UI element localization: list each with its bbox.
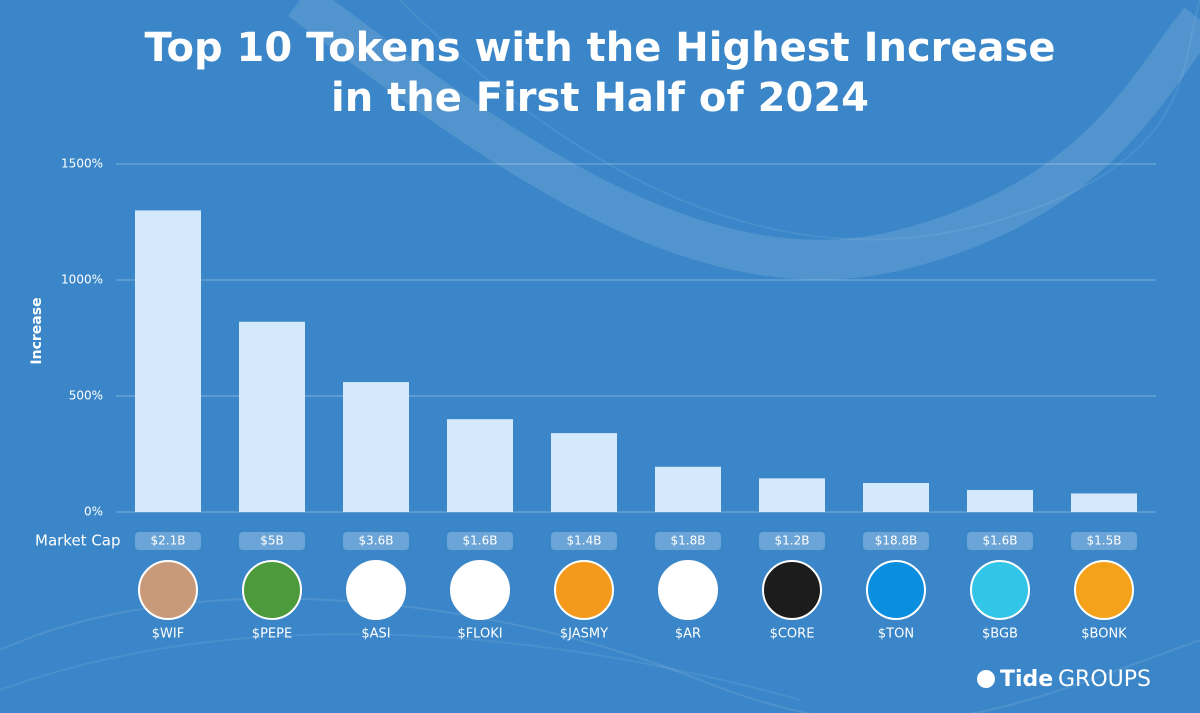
chart-title: Top 10 Tokens with the Highest Increase: [145, 25, 1056, 71]
market-cap: $1.4B: [567, 534, 602, 548]
bar: [655, 466, 721, 512]
x-tick-label: $BONK: [1081, 627, 1127, 642]
x-tick-label: $CORE: [770, 627, 815, 642]
market-cap: $5B: [260, 534, 284, 548]
brand-suffix: GROUPS: [1058, 667, 1151, 692]
y-axis-label: Increase: [29, 297, 45, 364]
market-cap: $1.6B: [983, 534, 1018, 548]
market-cap-pill: [447, 532, 513, 550]
bar: [239, 321, 305, 512]
bar: [343, 382, 409, 512]
market-cap: $3.6B: [359, 534, 394, 548]
token-icon: [346, 560, 406, 620]
y-tick-label: 1000%: [61, 273, 103, 287]
market-cap-pill: [551, 532, 617, 550]
market-cap-pill: [655, 532, 721, 550]
bar: [447, 419, 513, 512]
bar: [863, 483, 929, 512]
bar: [1071, 493, 1137, 512]
token-icon: [138, 560, 198, 620]
x-tick-label: $FLOKI: [457, 627, 502, 642]
market-cap: $1.8B: [671, 534, 706, 548]
market-cap-pill: [1071, 532, 1137, 550]
market-cap-pill: [759, 532, 825, 550]
x-tick-label: $PEPE: [252, 627, 292, 642]
market-cap-pill: [967, 532, 1033, 550]
token-icon: [970, 560, 1030, 620]
token-icon: [242, 560, 302, 620]
token-icon: [1074, 560, 1134, 620]
row-label: Market Cap: [35, 532, 121, 550]
bar: [551, 433, 617, 512]
token-icon: [450, 560, 510, 620]
chart-title: in the First Half of 2024: [331, 75, 869, 121]
market-cap-pill: [239, 532, 305, 550]
brand-name: Tide: [1000, 667, 1053, 692]
x-tick-label: $AR: [675, 627, 701, 642]
x-tick-label: $TON: [878, 627, 914, 642]
bar: [759, 478, 825, 512]
y-tick-label: 1500%: [61, 157, 103, 171]
x-tick-label: $ASI: [361, 627, 390, 642]
market-cap: $2.1B: [151, 534, 186, 548]
x-tick-label: $JASMY: [560, 627, 608, 642]
market-cap-pill: [863, 532, 929, 550]
token-icon: [554, 560, 614, 620]
token-icon: [866, 560, 926, 620]
token-icon: [658, 560, 718, 620]
y-tick-label: 500%: [69, 389, 103, 403]
brand: Tide GROUPS: [977, 667, 1151, 692]
market-cap: $1.6B: [463, 534, 498, 548]
bar: [135, 210, 201, 512]
y-tick-label: 0%: [84, 505, 103, 519]
market-cap-pill: [343, 532, 409, 550]
bar: [967, 489, 1033, 512]
x-tick-label: $WIF: [152, 627, 184, 642]
brand-logo: [977, 670, 995, 688]
market-cap: $1.5B: [1087, 534, 1122, 548]
market-cap: $18.8B: [875, 534, 918, 548]
market-cap: $1.2B: [775, 534, 810, 548]
market-cap-pill: [135, 532, 201, 550]
x-tick-label: $BGB: [982, 627, 1018, 642]
token-icon: [762, 560, 822, 620]
